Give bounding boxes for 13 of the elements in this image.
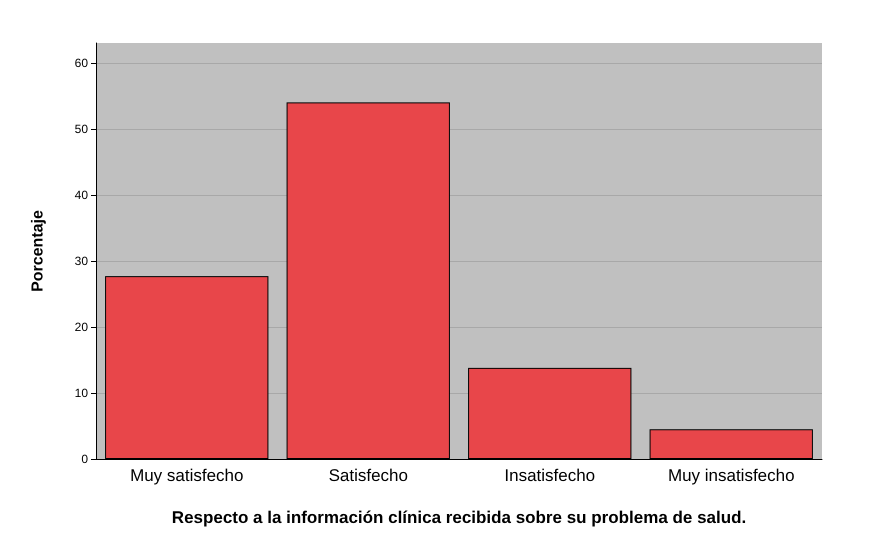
y-tick-label: 0 bbox=[81, 452, 88, 466]
y-tick-label: 10 bbox=[74, 386, 88, 400]
y-tick-label: 30 bbox=[74, 254, 88, 268]
x-tick-label: Insatisfecho bbox=[504, 466, 596, 485]
y-tick-label: 20 bbox=[74, 320, 88, 334]
x-tick-label: Muy satisfecho bbox=[130, 466, 244, 485]
y-tick-label: 60 bbox=[74, 56, 88, 70]
y-axis-title: Porcentaje bbox=[30, 210, 46, 292]
x-tick-label: Muy insatisfecho bbox=[668, 466, 795, 485]
y-tick-label: 50 bbox=[74, 122, 88, 136]
y-tick-label: 40 bbox=[74, 188, 88, 202]
x-axis-title: Respecto a la información clínica recibida sobre su problema de salud. bbox=[172, 508, 746, 527]
x-tick-label: Satisfecho bbox=[328, 466, 408, 485]
